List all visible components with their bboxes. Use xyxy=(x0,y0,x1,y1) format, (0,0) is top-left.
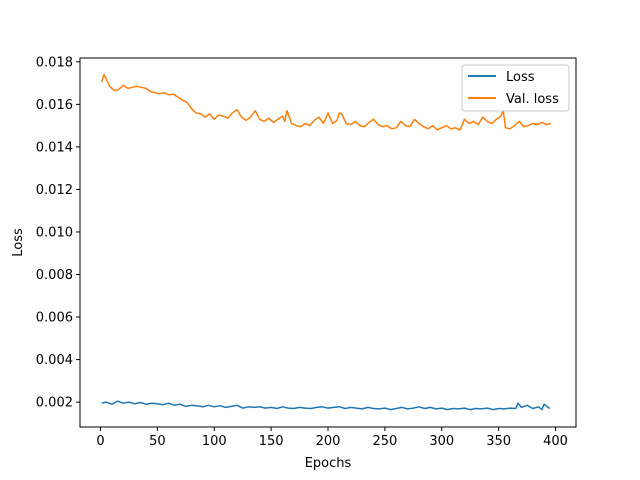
y-tick-label: 0.004 xyxy=(36,353,73,368)
y-tick-label: 0.008 xyxy=(36,268,73,283)
y-tick-label: 0.018 xyxy=(36,55,73,70)
y-axis-ticks: 0.002 0.004 0.006 0.008 0.010 0.012 0.014 0.016… xyxy=(36,55,80,411)
x-axis-label: Epochs xyxy=(305,456,352,471)
x-tick-label: 0 xyxy=(96,434,104,449)
legend: Loss Val. loss xyxy=(461,64,570,112)
x-tick-label: 200 xyxy=(316,434,341,449)
y-tick-label: 0.006 xyxy=(36,311,73,326)
legend-label-loss: Loss xyxy=(506,70,535,85)
x-tick-label: 250 xyxy=(372,434,397,449)
legend-label-val-loss: Val. loss xyxy=(506,92,559,107)
y-tick-label: 0.012 xyxy=(36,183,73,198)
x-tick-label: 150 xyxy=(259,434,284,449)
series-layer xyxy=(100,73,552,411)
y-tick-label: 0.010 xyxy=(36,225,73,240)
x-tick-label: 50 xyxy=(149,434,166,449)
y-tick-label: 0.014 xyxy=(36,140,73,155)
x-tick-label: 300 xyxy=(429,434,454,449)
plot-frame xyxy=(79,57,577,428)
y-tick-label: 0.002 xyxy=(36,396,73,411)
x-tick-label: 350 xyxy=(486,434,511,449)
x-tick-label: 100 xyxy=(202,434,227,449)
y-axis-label: Loss xyxy=(11,228,26,257)
y-tick-label: 0.016 xyxy=(36,98,73,113)
series-line-0 xyxy=(101,400,551,411)
x-axis-ticks: 0 50 100 150 200 250 300 350 400 xyxy=(96,427,568,449)
series-line-1 xyxy=(100,73,552,131)
x-tick-label: 400 xyxy=(543,434,568,449)
